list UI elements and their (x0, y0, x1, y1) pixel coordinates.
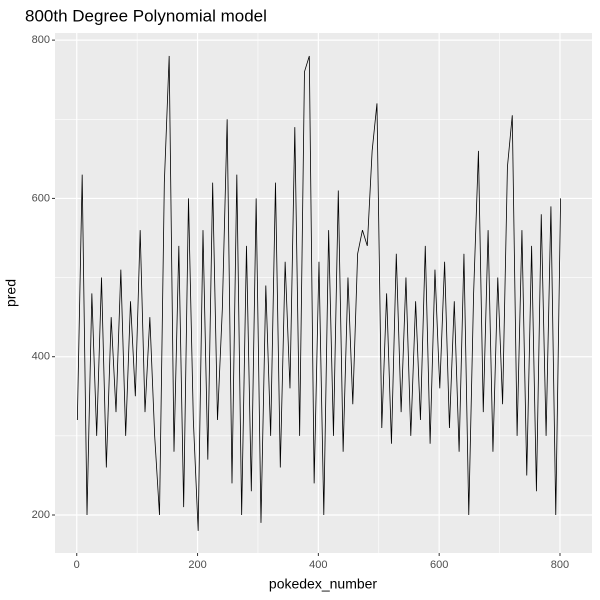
y-tick-label: 600 (32, 192, 50, 204)
y-tick-label: 400 (32, 351, 50, 363)
panel (55, 33, 592, 553)
x-tick-label: 400 (309, 559, 327, 571)
x-tick-label: 600 (430, 559, 448, 571)
x-axis-title: pokedex_number (269, 576, 378, 592)
chart-title: 800th Degree Polynomial model (25, 6, 267, 25)
y-tick-label: 800 (32, 34, 50, 46)
y-tick-label: 200 (32, 509, 50, 521)
y-axis-title: pred (3, 279, 19, 307)
x-tick-label: 0 (74, 559, 80, 571)
x-tick-label: 200 (188, 559, 206, 571)
x-tick-label: 800 (551, 559, 569, 571)
line (76, 55, 561, 531)
